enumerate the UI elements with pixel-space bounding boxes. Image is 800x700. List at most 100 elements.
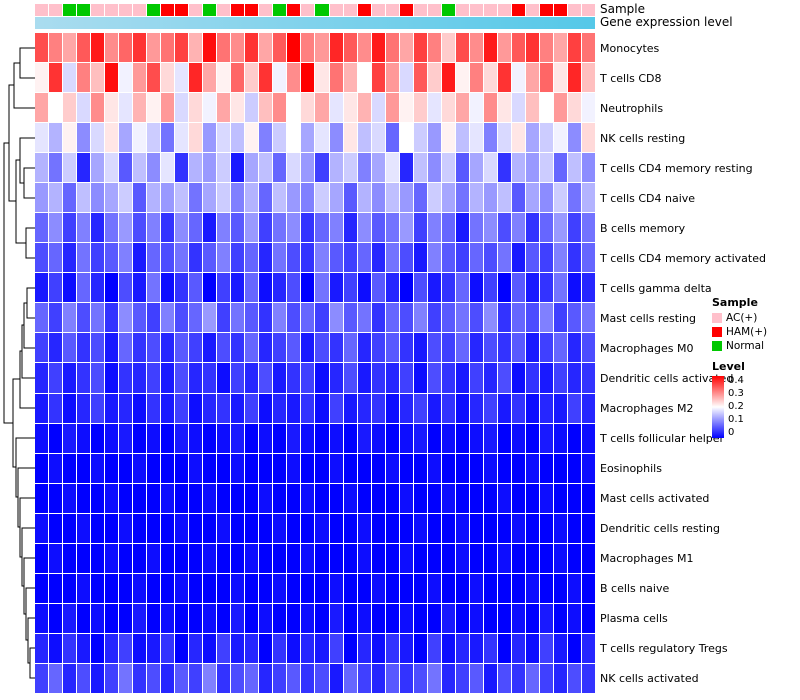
heatmap-cell [399, 123, 413, 153]
heatmap-cell [567, 213, 581, 243]
heatmap-cell [105, 363, 119, 393]
sample-annotation-cell [329, 4, 343, 16]
heatmap-cell [539, 273, 553, 303]
heatmap-cell [357, 183, 371, 213]
heatmap-cell [525, 423, 539, 453]
heatmap-cell [35, 423, 49, 453]
heatmap-cell [217, 633, 231, 663]
heatmap-cell [273, 153, 287, 183]
heatmap-cell [119, 363, 133, 393]
heatmap-cell [105, 333, 119, 363]
heatmap-cell [497, 273, 511, 303]
sample-annotation-cell [469, 4, 483, 16]
heatmap-cell [483, 603, 497, 633]
heatmap-cell [91, 333, 105, 363]
heatmap-cell [315, 363, 329, 393]
heatmap-cell [91, 513, 105, 543]
heatmap-cell [413, 573, 427, 603]
heatmap-cell [273, 663, 287, 693]
heatmap-cell [35, 333, 49, 363]
heatmap-cell [413, 453, 427, 483]
heatmap-cell [371, 513, 385, 543]
heatmap-cell [259, 513, 273, 543]
heatmap-cell [385, 393, 399, 423]
heatmap-cell [539, 633, 553, 663]
heatmap-cell [189, 573, 203, 603]
heatmap-cell [371, 573, 385, 603]
heatmap-cell [203, 213, 217, 243]
heatmap-cell [231, 483, 245, 513]
heatmap-cell [497, 33, 511, 63]
heatmap-cell [273, 633, 287, 663]
heatmap-cell [91, 273, 105, 303]
heatmap-cell [245, 363, 259, 393]
level-tick: 0.4 [728, 375, 744, 386]
heatmap-cell [119, 243, 133, 273]
heatmap-cell [413, 303, 427, 333]
heatmap-cell [273, 483, 287, 513]
heatmap-cell [357, 63, 371, 93]
heatmap-cell [91, 303, 105, 333]
heatmap-cell [413, 123, 427, 153]
heatmap-cell [343, 33, 357, 63]
heatmap-cell [441, 333, 455, 363]
heatmap-cell [105, 213, 119, 243]
heatmap-cell [511, 33, 525, 63]
heatmap-cell [469, 123, 483, 153]
heatmap-cell [441, 153, 455, 183]
heatmap-cell [539, 93, 553, 123]
heatmap-cell [469, 213, 483, 243]
heatmap-cell [483, 303, 497, 333]
heatmap-cell [63, 453, 77, 483]
legend-item: Normal [712, 340, 798, 352]
heatmap-cell [567, 273, 581, 303]
heatmap-cell [147, 573, 161, 603]
row-label: Monocytes [600, 41, 660, 55]
heatmap-cell [371, 123, 385, 153]
heatmap-cell [329, 513, 343, 543]
heatmap-cell [539, 663, 553, 693]
heatmap-cell [287, 63, 301, 93]
heatmap-cell [399, 93, 413, 123]
heatmap-cell [455, 123, 469, 153]
heatmap-cell [91, 423, 105, 453]
legend-item-label: AC(+) [726, 312, 758, 324]
heatmap-cell [511, 123, 525, 153]
heatmap-cell [175, 33, 189, 63]
heatmap-cell [105, 543, 119, 573]
heatmap-cell [203, 513, 217, 543]
heatmap-cell [49, 63, 63, 93]
heatmap-cell [259, 423, 273, 453]
sample-annotation-cell [567, 4, 581, 16]
heatmap-cell [399, 153, 413, 183]
heatmap-cell [511, 153, 525, 183]
heatmap-cell [497, 153, 511, 183]
heatmap-cell [245, 513, 259, 543]
heatmap-cell [329, 183, 343, 213]
heatmap-cell [77, 93, 91, 123]
heatmap-cell [105, 303, 119, 333]
heatmap-cell [315, 123, 329, 153]
heatmap-cell [133, 633, 147, 663]
heatmap-cell [497, 513, 511, 543]
heatmap-cell [413, 33, 427, 63]
heatmap-cell [343, 573, 357, 603]
heatmap-cell [119, 423, 133, 453]
heatmap-cell [399, 513, 413, 543]
gene-expression-annotation-label: Gene expression level [600, 15, 733, 29]
heatmap-cell [217, 573, 231, 603]
heatmap-cell [343, 213, 357, 243]
heatmap-cell [105, 33, 119, 63]
heatmap-cell [203, 573, 217, 603]
heatmap-cell [35, 213, 49, 243]
heatmap-cell [105, 243, 119, 273]
row-label: B cells naive [600, 581, 670, 595]
sample-annotation-cell [399, 4, 413, 16]
heatmap-cell [301, 483, 315, 513]
heatmap-cell [273, 513, 287, 543]
heatmap-cell [483, 243, 497, 273]
heatmap-cell [567, 603, 581, 633]
heatmap-cell [77, 633, 91, 663]
heatmap-cell [301, 663, 315, 693]
heatmap-cell [35, 573, 49, 603]
